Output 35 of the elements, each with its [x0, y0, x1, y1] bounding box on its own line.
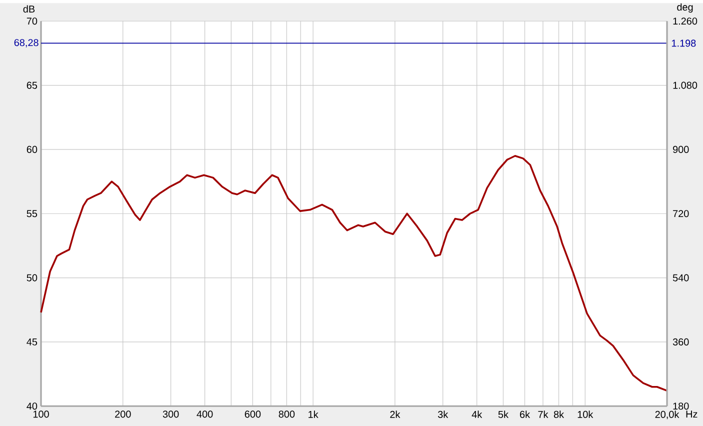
y-axis-title: dB: [23, 5, 35, 13]
annotation: 1.198: [672, 40, 696, 47]
y2-tick-label: 1.260: [673, 18, 698, 25]
y-tick-label: 70: [26, 18, 38, 25]
x-tick-label: 20,0k: [655, 410, 680, 420]
y-tick-label: 65: [26, 82, 38, 89]
y2-tick-label: 1.080: [673, 82, 698, 89]
x-tick-label: 300: [162, 410, 179, 418]
x-tick-label: 1k: [308, 410, 318, 418]
x-tick-label: 100: [33, 410, 49, 418]
x-tick-label: 3k: [438, 410, 448, 418]
y2-tick-label: 180: [673, 402, 689, 410]
y2-tick-label: 540: [672, 274, 689, 282]
x-tick-label: 6k: [520, 410, 530, 418]
y-tick-label: 50: [26, 274, 38, 282]
x-tick-label: 800: [278, 410, 295, 418]
x-tick-label: 400: [196, 410, 213, 418]
y-tick-label: 45: [26, 338, 38, 346]
x-tick-label: 8k: [554, 410, 564, 418]
y-tick-label: 55: [26, 210, 38, 218]
y-tick-label: 60: [26, 146, 38, 153]
x-tick-label: 7k: [538, 410, 548, 418]
x-tick-label: 4k: [472, 410, 482, 418]
y2-tick-label: 360: [672, 338, 689, 346]
y2-axis-title: deg: [677, 3, 693, 13]
x-tick-label: 2k: [390, 410, 400, 418]
y2-tick-label: 900: [673, 146, 689, 153]
x-tick-label: 10k: [578, 410, 594, 418]
y2-tick-label: 720: [673, 210, 689, 218]
x-axis-title: Hz: [686, 410, 698, 418]
ref-line-label: 68,28: [14, 39, 38, 48]
x-tick-label: 5k: [498, 410, 509, 418]
x-tick-label: 600: [244, 410, 261, 418]
y-tick-label: 40: [26, 402, 38, 410]
x-tick-label: 200: [115, 410, 131, 418]
